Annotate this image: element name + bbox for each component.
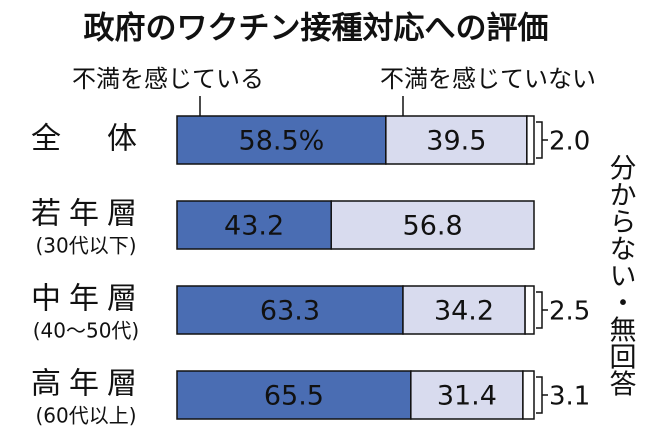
value-label: 63.3	[260, 296, 320, 327]
bar-segment	[522, 370, 535, 420]
bar-segment	[176, 200, 332, 250]
bar-segment	[410, 370, 524, 420]
category-label: 高年層	[31, 367, 145, 402]
bar-segment	[524, 285, 535, 335]
category-note: (30代以下)	[35, 234, 136, 258]
value-label: 56.8	[403, 211, 463, 242]
value-label: 43.2	[224, 211, 284, 242]
value-label: 58.5%	[239, 126, 325, 157]
value-label: 34.2	[434, 296, 494, 327]
value-label: 3.1	[549, 382, 590, 412]
category-note: (40〜50代)	[33, 319, 140, 343]
value-label: 31.4	[437, 381, 497, 412]
category-label: 全 体	[31, 122, 145, 157]
bar-segment	[176, 115, 387, 165]
value-label: 39.5	[426, 126, 486, 157]
value-label: 65.5	[264, 381, 324, 412]
label-bracket	[536, 376, 548, 414]
bar-segment	[526, 115, 535, 165]
category-label: 若年層	[31, 197, 145, 232]
value-label: 2.0	[549, 127, 590, 157]
label-bracket	[536, 121, 548, 159]
bar-segment	[330, 200, 535, 250]
legend-label: 不満を感じている	[72, 65, 264, 93]
bar-segment	[402, 285, 526, 335]
label-bracket	[536, 291, 548, 329]
bar-segment	[385, 115, 528, 165]
value-label: 2.5	[549, 297, 590, 327]
bar-segment	[176, 370, 412, 420]
legend-label: 不満を感じていない	[380, 65, 596, 93]
category-note: (60代以上)	[35, 404, 136, 428]
category-label: 中年層	[31, 282, 145, 317]
legend-label: 分からない・無回答	[605, 154, 637, 397]
chart-title: 政府のワクチン接種対応への評価	[84, 11, 549, 47]
